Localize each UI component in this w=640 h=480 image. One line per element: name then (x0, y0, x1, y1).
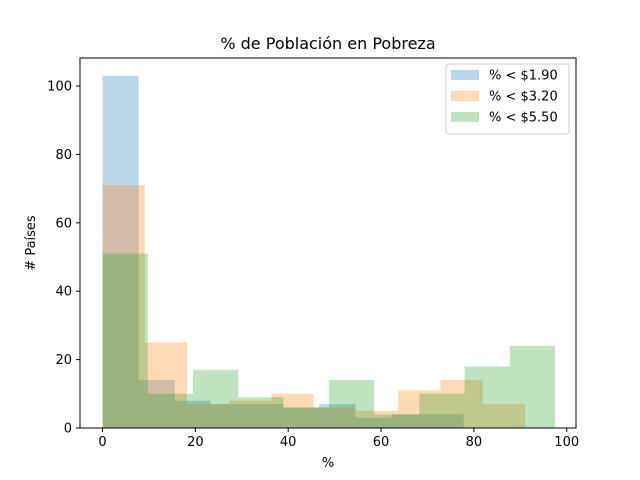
bar-series-1-bin-6 (355, 410, 399, 428)
bar-series-0-bin-1 (138, 380, 175, 428)
x-axis-label: % (322, 456, 334, 471)
bar-series-1-bin-4 (271, 393, 314, 428)
y-axis-ticks: 0 20 40 60 80 100 (47, 80, 80, 437)
bar-series-0-bin-0 (102, 75, 139, 428)
legend-swatch-0 (451, 70, 479, 80)
legend-swatch-1 (451, 91, 479, 101)
bar-series-1-bin-0 (102, 185, 145, 428)
bar-series-2-bin-3 (238, 397, 284, 428)
x-axis-ticks: 0 20 40 60 80 100 (98, 428, 579, 450)
plot-frame (79, 57, 577, 429)
legend-label-1: % < $3.20 (489, 90, 558, 105)
bar-series-2-bin-6 (374, 414, 420, 428)
y-tick-label-3: 60 (55, 216, 72, 231)
bar-series-1-bin-1 (144, 342, 187, 428)
bar-series-2-bin-4 (283, 407, 329, 428)
bar-series-0-bin-6 (319, 404, 356, 428)
bar-series-2-bin-0 (102, 253, 148, 428)
bar-series-0-bin-4 (246, 404, 284, 428)
bar-series-0-bin-8 (391, 414, 428, 428)
legend-box (445, 63, 570, 135)
bar-series-0-bin-9 (427, 414, 464, 428)
chart-title: % de Población en Pobreza (220, 34, 435, 53)
bar-series-0-bin-7 (355, 417, 392, 428)
bar-series-2-bin-9 (509, 345, 556, 428)
x-tick-label-5: 100 (554, 435, 579, 450)
bar-series-1-bin-7 (398, 390, 441, 428)
legend-label-2: % < $5.50 (489, 111, 558, 126)
y-tick-label-0: 0 (64, 422, 72, 437)
bar-series-1-bin-2 (186, 404, 230, 428)
y-tick-label-1: 20 (55, 353, 72, 368)
y-axis-label: # Países (24, 215, 39, 271)
bar-series-2-bin-2 (193, 369, 239, 428)
x-tick-label-2: 40 (280, 435, 297, 450)
bar-series-1-bin-5 (313, 407, 356, 428)
x-tick-label-3: 60 (373, 435, 390, 450)
legend-swatch-2 (451, 112, 479, 122)
bars-group (102, 75, 556, 428)
legend-label-0: % < $1.90 (489, 69, 558, 84)
y-tick-label-5: 100 (47, 80, 72, 95)
x-tick-label-0: 0 (98, 435, 106, 450)
legend: % < $1.90 % < $3.20 % < $5.50 (445, 63, 570, 135)
bar-series-1-bin-3 (229, 400, 272, 428)
x-tick-label-1: 20 (187, 435, 204, 450)
bar-series-2-bin-7 (419, 393, 465, 428)
x-tick-label-4: 80 (466, 435, 483, 450)
bar-series-0-bin-3 (210, 404, 247, 428)
bar-series-1-bin-9 (482, 404, 525, 428)
bar-series-2-bin-1 (147, 393, 194, 428)
bar-series-0-bin-2 (174, 400, 211, 428)
bar-series-1-bin-8 (440, 380, 483, 428)
bar-series-0-bin-5 (283, 407, 320, 428)
bar-series-2-bin-8 (464, 366, 510, 428)
y-tick-label-2: 40 (55, 285, 72, 300)
y-tick-label-4: 80 (55, 148, 72, 163)
bar-series-2-bin-5 (328, 380, 375, 428)
